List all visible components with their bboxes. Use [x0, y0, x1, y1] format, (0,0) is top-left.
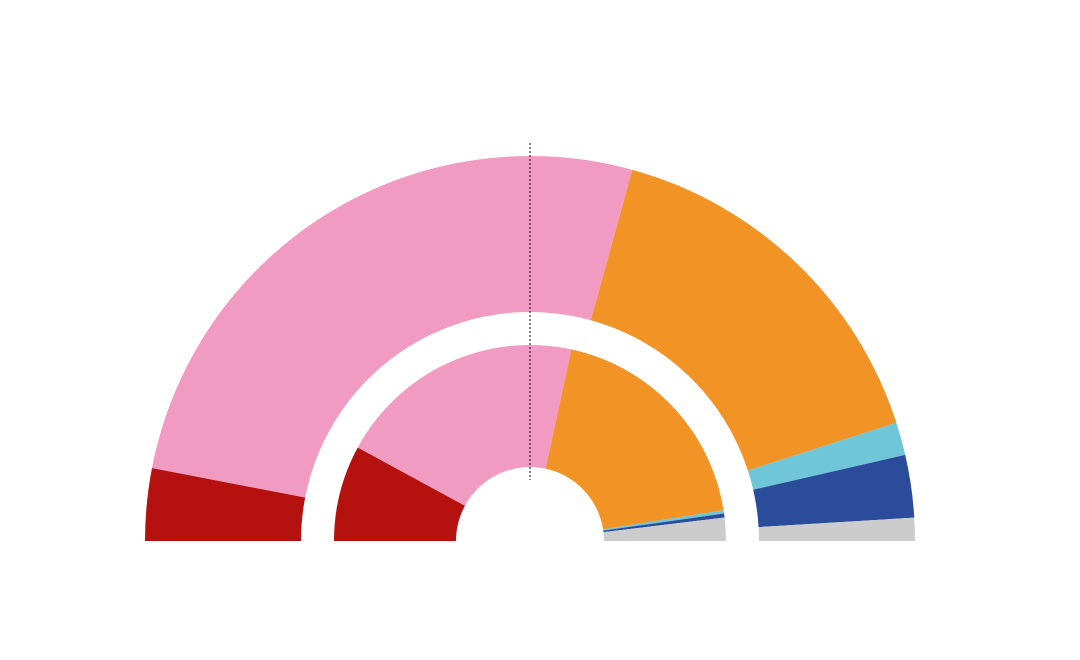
outer-ring-slice-2 [152, 156, 633, 498]
inner-ring-slice-3 [545, 349, 724, 530]
inner-ring-slice-2 [357, 344, 572, 506]
outer-ring-slice-1 [145, 467, 306, 541]
outer-ring [145, 156, 916, 541]
outer-ring-slice-6 [758, 517, 916, 541]
inner-ring-slice-4 [603, 510, 725, 531]
outer-ring-slice-5 [753, 454, 915, 528]
inner-ring-slice-6 [603, 517, 726, 541]
inner-ring [334, 344, 726, 541]
inner-ring-slice-1 [334, 447, 465, 541]
inner-ring-slice-5 [603, 513, 725, 533]
outer-ring-slice-4 [747, 422, 906, 490]
outer-ring-slice-3 [590, 169, 897, 471]
